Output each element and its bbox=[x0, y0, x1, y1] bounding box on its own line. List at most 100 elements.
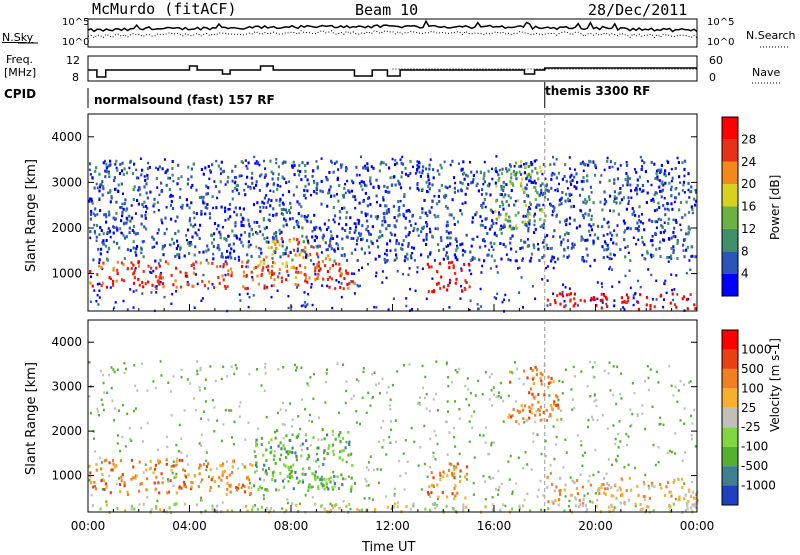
velocity-region-cell bbox=[465, 505, 468, 509]
power-region-cell bbox=[608, 257, 611, 260]
power-region-cell bbox=[302, 256, 305, 260]
power-speckle bbox=[114, 163, 117, 166]
velocity-speckle bbox=[593, 393, 596, 396]
velocity-region-cell bbox=[462, 503, 465, 507]
power-region-cell bbox=[330, 234, 333, 238]
power-region-cell bbox=[562, 254, 565, 258]
velocity-speckle bbox=[150, 508, 153, 511]
power-region-cell bbox=[184, 271, 187, 275]
velocity-speckle bbox=[349, 507, 352, 511]
power-region-cell bbox=[689, 293, 692, 297]
power-region-cell bbox=[383, 184, 386, 188]
velocity-speckle bbox=[482, 474, 485, 478]
power-region-cell bbox=[360, 238, 363, 242]
power-speckle bbox=[312, 246, 315, 249]
power-region-cell bbox=[141, 168, 144, 172]
power-region-cell bbox=[693, 303, 696, 307]
velocity-speckle bbox=[123, 361, 126, 365]
power-region-cell bbox=[158, 275, 161, 279]
power-region-cell bbox=[592, 298, 595, 302]
velocity-speckle bbox=[641, 404, 644, 407]
power-region-cell bbox=[427, 290, 430, 293]
velocity-region-cell bbox=[547, 385, 550, 389]
power-region-cell bbox=[304, 184, 307, 188]
power-region-cell bbox=[271, 177, 274, 181]
power-region-cell bbox=[132, 240, 135, 244]
station-title: McMurdo (fitACF) bbox=[92, 0, 237, 18]
power-region-cell bbox=[308, 253, 312, 257]
power-speckle bbox=[495, 222, 498, 225]
power-region-cell bbox=[407, 233, 410, 237]
power-speckle bbox=[248, 225, 251, 228]
velocity-region-cell bbox=[254, 463, 257, 467]
power-region-cell bbox=[514, 213, 517, 217]
power-speckle bbox=[611, 285, 614, 288]
velocity-region-cell bbox=[465, 472, 469, 476]
power-region-cell bbox=[568, 216, 572, 220]
velocity-region-cell bbox=[317, 487, 320, 491]
velocity-speckle bbox=[515, 482, 518, 485]
velocity-speckle bbox=[385, 453, 388, 456]
power-region-cell bbox=[590, 228, 593, 232]
power-colorbar-swatch bbox=[722, 161, 738, 185]
power-region-cell bbox=[405, 235, 408, 239]
power-region-cell bbox=[626, 175, 629, 179]
power-region-cell bbox=[625, 293, 628, 297]
power-region-cell bbox=[188, 241, 191, 245]
velocity-region-cell bbox=[575, 487, 579, 490]
velocity-region-cell bbox=[540, 382, 543, 386]
power-region-cell bbox=[266, 200, 269, 204]
power-region-cell bbox=[209, 169, 212, 173]
power-region-cell bbox=[482, 201, 485, 205]
velocity-speckle bbox=[128, 426, 131, 430]
velocity-speckle bbox=[372, 396, 374, 399]
velocity-speckle bbox=[511, 372, 514, 375]
velocity-speckle bbox=[417, 402, 420, 405]
power-speckle bbox=[556, 189, 559, 193]
velocity-ytick-label: 2000 bbox=[51, 424, 82, 438]
power-colorbar-swatch bbox=[722, 206, 738, 229]
power-region-cell bbox=[381, 223, 384, 227]
power-region-cell bbox=[226, 249, 229, 253]
power-region-cell bbox=[316, 265, 319, 269]
power-region-cell bbox=[467, 182, 470, 186]
velocity-speckle bbox=[324, 401, 327, 404]
power-region-cell bbox=[116, 228, 119, 232]
velocity-region-cell bbox=[581, 485, 584, 489]
power-speckle bbox=[613, 197, 616, 201]
velocity-speckle bbox=[367, 391, 370, 395]
velocity-speckle bbox=[309, 443, 312, 447]
power-region-cell bbox=[671, 207, 674, 211]
power-speckle bbox=[361, 188, 364, 191]
power-speckle bbox=[272, 190, 275, 193]
velocity-region-cell bbox=[120, 479, 123, 483]
power-region-cell bbox=[437, 214, 440, 218]
power-speckle bbox=[275, 161, 278, 165]
velocity-region-cell bbox=[537, 400, 540, 404]
velocity-region-cell bbox=[295, 454, 298, 458]
velocity-region-cell bbox=[550, 376, 553, 380]
power-region-cell bbox=[524, 220, 527, 224]
velocity-speckle bbox=[382, 439, 385, 442]
power-region-cell bbox=[534, 198, 537, 201]
velocity-region-cell bbox=[316, 446, 319, 450]
power-speckle bbox=[98, 198, 101, 201]
power-region-cell bbox=[304, 266, 307, 269]
velocity-speckle bbox=[561, 380, 564, 384]
power-region-cell bbox=[656, 175, 659, 179]
velocity-speckle bbox=[576, 434, 579, 437]
power-region-cell bbox=[402, 204, 405, 208]
power-region-cell bbox=[452, 266, 455, 270]
power-region-cell bbox=[288, 217, 292, 221]
velocity-colorbar-swatch bbox=[722, 330, 738, 350]
velocity-region-cell bbox=[112, 462, 115, 466]
velocity-speckle bbox=[134, 384, 137, 388]
velocity-region-cell bbox=[436, 483, 439, 487]
power-speckle bbox=[169, 176, 171, 180]
power-region-cell bbox=[101, 240, 104, 244]
velocity-region-cell bbox=[454, 494, 457, 498]
velocity-region-cell bbox=[153, 481, 156, 485]
velocity-speckle bbox=[424, 375, 427, 379]
velocity-speckle bbox=[274, 450, 277, 453]
power-region-cell bbox=[282, 252, 285, 256]
